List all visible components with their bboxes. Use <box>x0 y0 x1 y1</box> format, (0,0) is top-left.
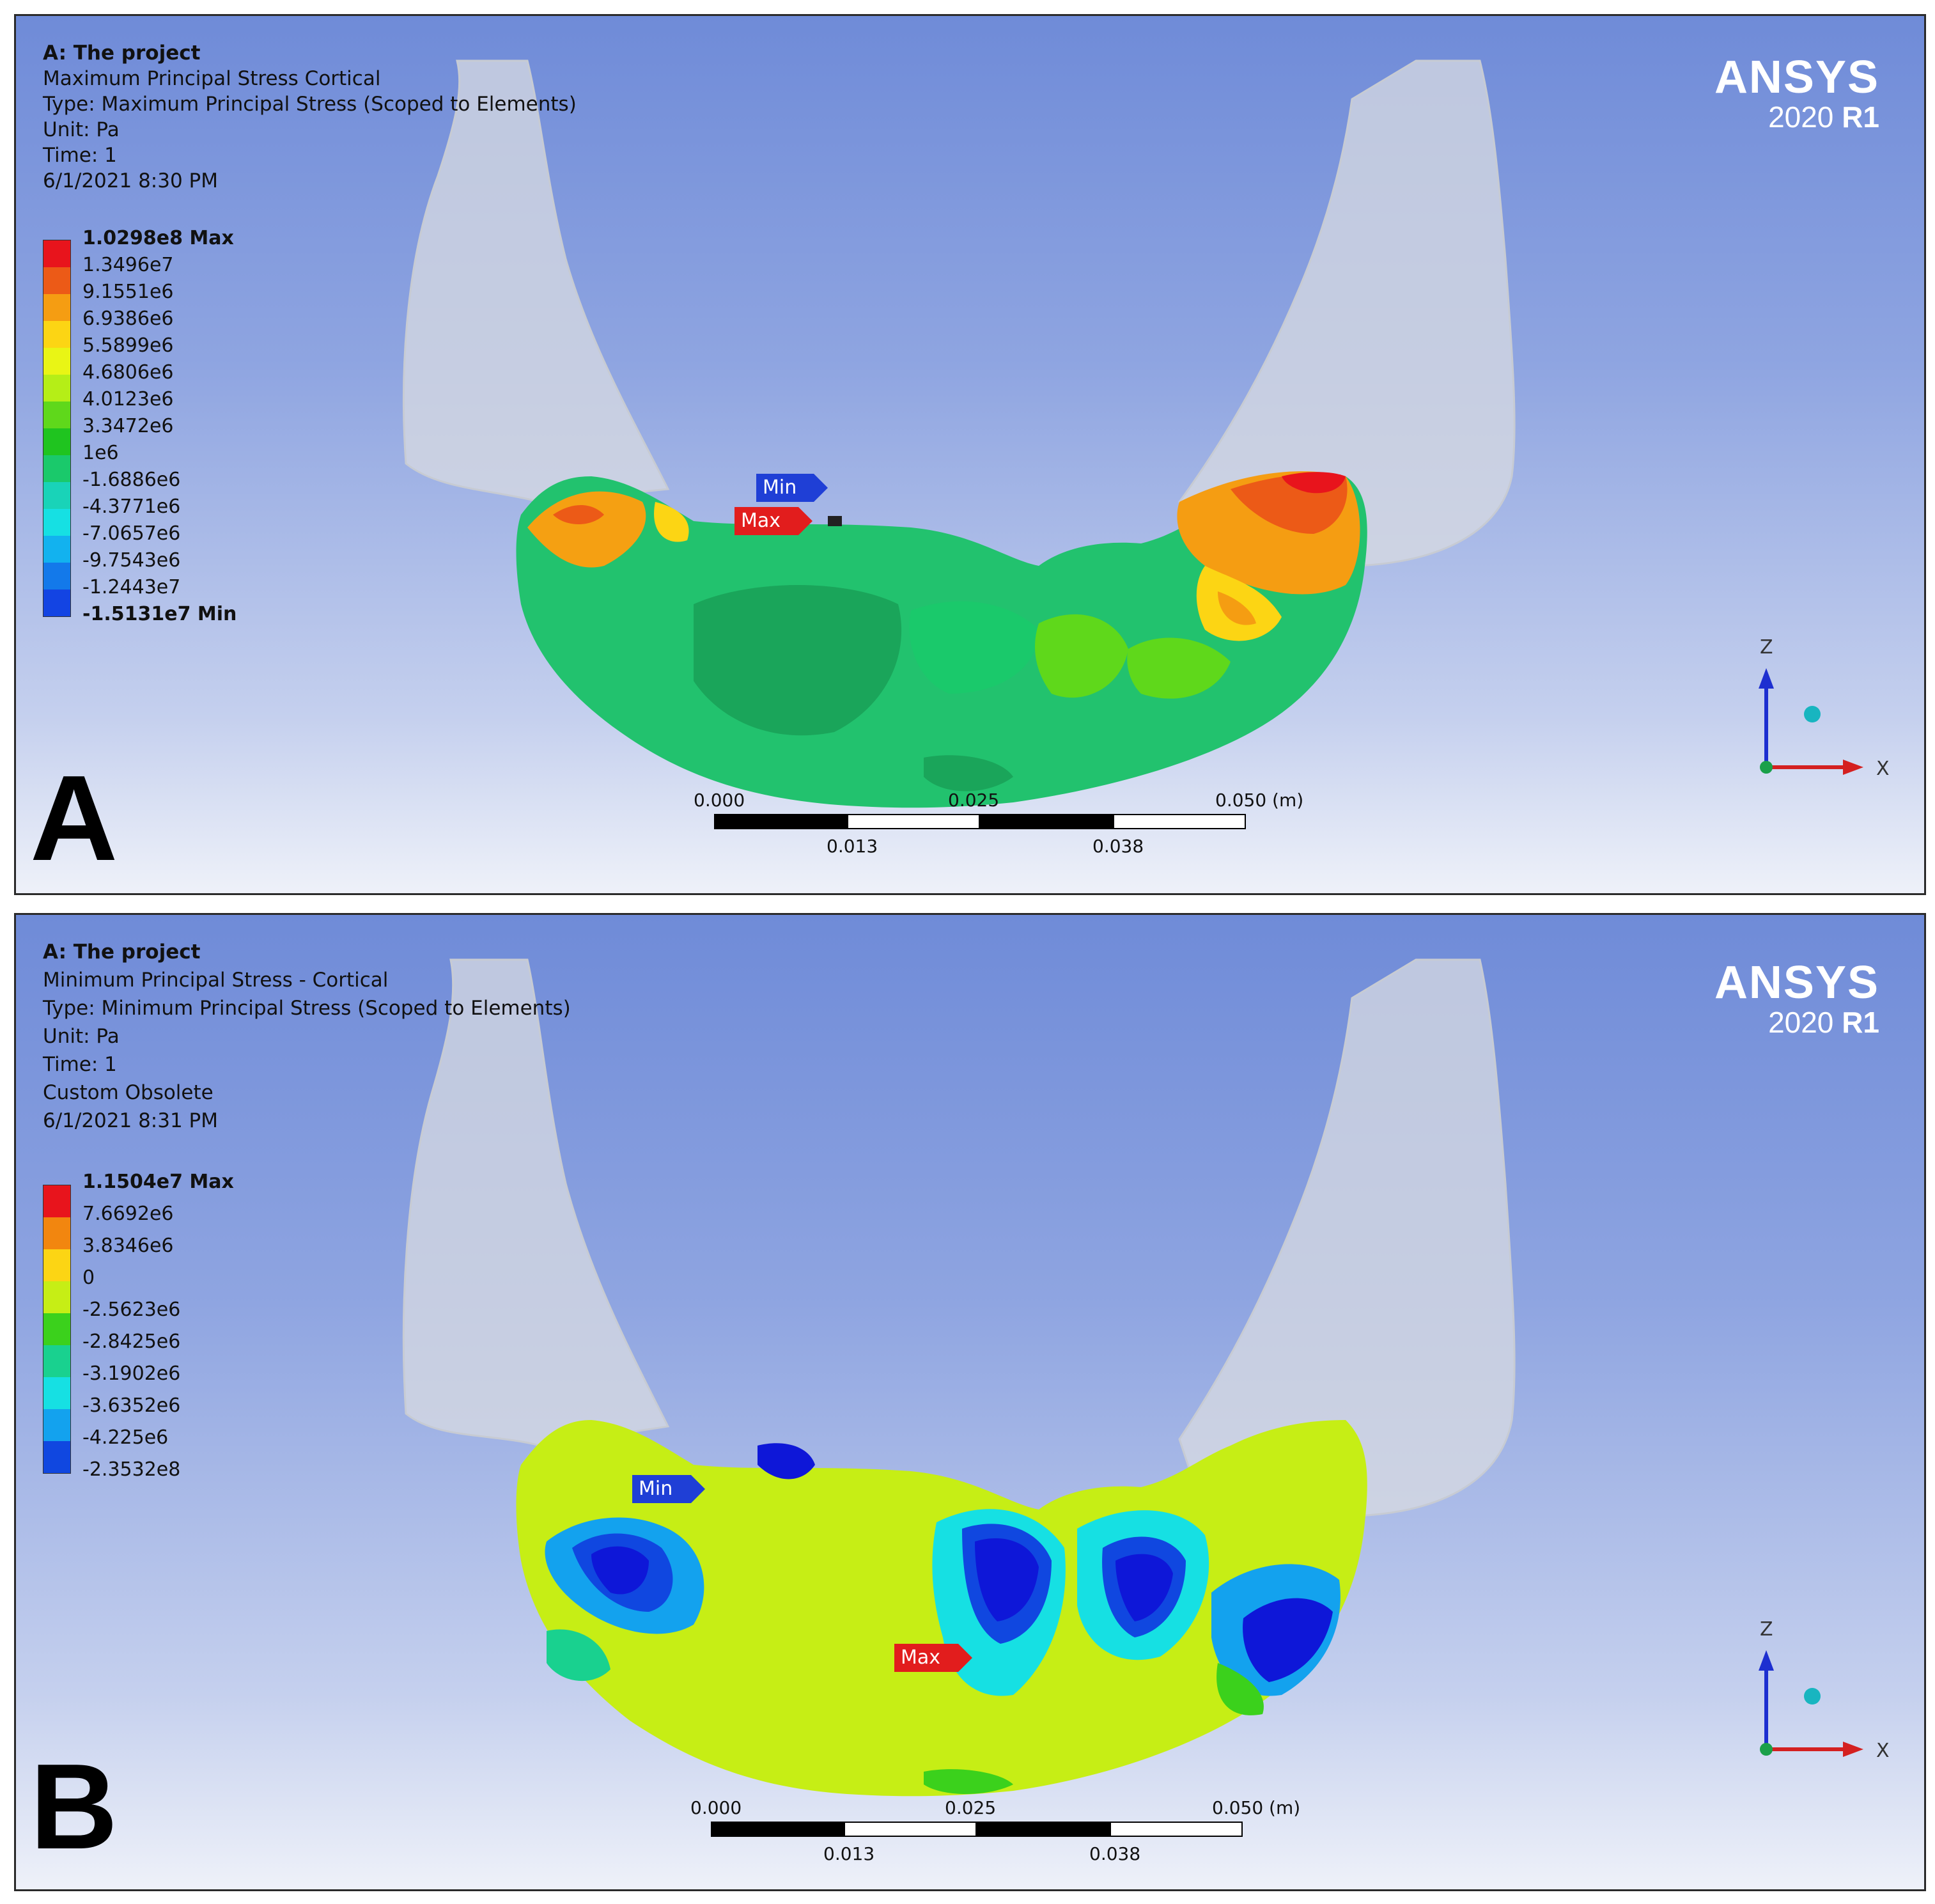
legend-label: 3.8346e6 <box>82 1235 174 1257</box>
mandible-ramus-right-ghost <box>1178 958 1516 1517</box>
scale-tick-label: 0.013 <box>827 836 878 857</box>
result-unit: Unit: Pa <box>43 1025 120 1048</box>
result-date: 6/1/2021 8:31 PM <box>43 1109 218 1132</box>
result-extra: Custom Obsolete <box>43 1081 214 1104</box>
axis-z-label: Z <box>1760 636 1773 659</box>
legend-label: -4.3771e6 <box>82 496 181 518</box>
axis-triad-a[interactable]: Z X <box>1742 636 1895 796</box>
legend-label: -1.5131e7 Min <box>82 603 237 625</box>
scale-bar-blocks <box>714 814 1246 829</box>
result-date: 6/1/2021 8:30 PM <box>43 169 218 192</box>
panel-a-max-principal-stress: A: The project Maximum Principal Stress … <box>14 14 1926 895</box>
axis-triad-icon <box>1759 668 1863 775</box>
min-probe-label[interactable]: Min <box>756 474 828 502</box>
legend-label: 7.6692e6 <box>82 1203 174 1225</box>
scale-tick-label: 0.038 <box>1089 1843 1141 1864</box>
legend-label: 4.6806e6 <box>82 361 174 384</box>
scale-tick-label: 0.025 <box>945 1797 997 1818</box>
result-type: Type: Minimum Principal Stress (Scoped t… <box>43 997 571 1020</box>
legend-label: -9.7543e6 <box>82 549 181 572</box>
ansys-logo: ANSYS 2020 R1 <box>1714 960 1879 1039</box>
min-probe-label[interactable]: Min <box>632 1475 705 1503</box>
brand-version-release: R1 <box>1842 1006 1879 1039</box>
scale-tick-label: 0.000 <box>690 1797 742 1818</box>
legend-label: 1.3496e7 <box>82 254 174 276</box>
scale-tick-label: 0.000 <box>694 790 745 811</box>
mandible-model-b[interactable] <box>16 915 1924 1889</box>
legend-label: -3.1902e6 <box>82 1362 181 1385</box>
result-info-block-a: A: The project Maximum Principal Stress … <box>43 40 577 194</box>
brand-version-year: 2020 <box>1768 1006 1834 1039</box>
legend-label: 5.5899e6 <box>82 334 174 357</box>
legend-label: 1e6 <box>82 442 119 464</box>
brand-version-year: 2020 <box>1768 100 1834 134</box>
legend-label: 1.0298e8 Max <box>82 227 234 249</box>
panel-letter-a: A <box>30 751 118 886</box>
legend-label: -4.225e6 <box>82 1426 169 1449</box>
scale-tick-label: 0.050 (m) <box>1212 1797 1301 1818</box>
legend-label: -2.3532e8 <box>82 1458 181 1481</box>
result-unit: Unit: Pa <box>43 118 120 141</box>
axis-x-label: X <box>1876 758 1890 780</box>
result-time: Time: 1 <box>43 144 117 167</box>
legend-label: -1.6886e6 <box>82 469 181 491</box>
panel-b-min-principal-stress: A: The project Minimum Principal Stress … <box>14 913 1926 1891</box>
panel-letter-b: B <box>30 1739 118 1875</box>
mandible-ramus-right-ghost <box>1178 59 1516 567</box>
brand-version-release: R1 <box>1842 100 1879 134</box>
max-probe-label[interactable]: Max <box>734 507 812 535</box>
axis-x-label: X <box>1876 1740 1890 1762</box>
max-probe-label[interactable]: Max <box>894 1644 972 1672</box>
legend-label: 3.3472e6 <box>82 415 174 437</box>
legend-label: 1.1504e7 Max <box>82 1171 234 1193</box>
scale-tick-label: 0.013 <box>823 1843 875 1864</box>
project-title: A: The project <box>43 940 201 964</box>
result-time: Time: 1 <box>43 1053 117 1076</box>
scale-bar-a: 0.000 0.025 0.050 (m) 0.013 0.038 <box>694 790 1303 860</box>
legend-color-bar <box>43 240 71 617</box>
project-title: A: The project <box>43 42 201 65</box>
scale-bar-b: 0.000 0.025 0.050 (m) 0.013 0.038 <box>690 1797 1300 1868</box>
axis-triad-icon <box>1759 1650 1863 1757</box>
legend-label: 9.1551e6 <box>82 281 174 303</box>
brand-name: ANSYS <box>1714 52 1879 103</box>
legend-label: -2.8425e6 <box>82 1330 181 1353</box>
scale-tick-label: 0.038 <box>1092 836 1144 857</box>
legend-label: -7.0657e6 <box>82 522 181 545</box>
legend-color-bar <box>43 1185 71 1474</box>
legend-label: 4.0123e6 <box>82 388 174 410</box>
scale-tick-label: 0.025 <box>948 790 1000 811</box>
scale-tick-label: 0.050 (m) <box>1215 790 1304 811</box>
brand-name: ANSYS <box>1714 957 1879 1008</box>
legend-label: -2.5623e6 <box>82 1299 181 1321</box>
ansys-logo: ANSYS 2020 R1 <box>1714 54 1879 134</box>
mandible-model-a[interactable] <box>16 16 1924 893</box>
result-info-block-b: A: The project Minimum Principal Stress … <box>43 938 571 1135</box>
legend-label: 6.9386e6 <box>82 308 174 330</box>
legend-label: -1.2443e7 <box>82 576 181 598</box>
result-type: Type: Maximum Principal Stress (Scoped t… <box>43 93 577 116</box>
axis-z-label: Z <box>1760 1618 1773 1641</box>
axis-triad-b[interactable]: Z X <box>1742 1618 1895 1778</box>
legend-label: -3.6352e6 <box>82 1394 181 1417</box>
result-name: Minimum Principal Stress - Cortical <box>43 969 389 992</box>
scale-bar-blocks <box>711 1822 1243 1837</box>
result-name: Maximum Principal Stress Cortical <box>43 67 381 90</box>
legend-label: 0 <box>82 1267 95 1289</box>
